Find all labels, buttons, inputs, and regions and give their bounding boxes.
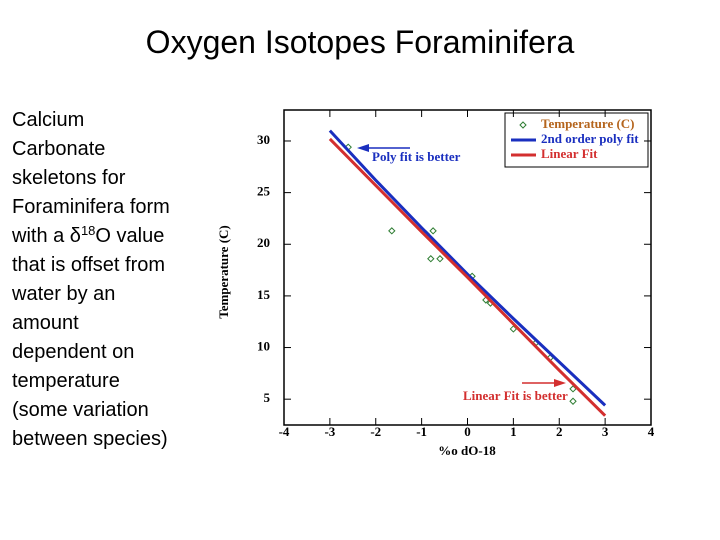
annotation: Linear Fit is better	[463, 388, 568, 403]
slide-title: Oxygen Isotopes Foraminifera	[145, 24, 575, 60]
slide-body: Calcium Carbonate skeletons for Foraminifer…	[12, 106, 212, 454]
x-tick-label: -4	[279, 424, 290, 439]
body-line: temperature	[12, 370, 120, 392]
legend-label: Temperature (C)	[541, 116, 635, 131]
x-tick-label: 2	[556, 424, 563, 439]
legend-label: 2nd order poly fit	[541, 131, 639, 146]
x-tick-label: 3	[602, 424, 609, 439]
x-tick-label: -2	[370, 424, 381, 439]
body-line: water by an	[12, 283, 116, 305]
body-line: Foraminifera form	[12, 196, 170, 218]
data-point	[429, 227, 437, 235]
y-tick-label: 20	[257, 235, 270, 250]
body-line: with a δ18O value	[12, 222, 212, 251]
y-tick-label: 30	[257, 132, 270, 147]
data-point	[388, 227, 396, 235]
x-tick-label: 0	[464, 424, 471, 439]
annotation-arrowhead	[357, 144, 369, 152]
data-point	[427, 255, 435, 263]
body-line: that is offset from	[12, 254, 166, 276]
x-tick-label: -1	[416, 424, 427, 439]
y-tick-label: 15	[257, 287, 271, 302]
x-tick-label: 1	[510, 424, 517, 439]
body-line: (some variation	[12, 399, 149, 421]
body-line: Carbonate	[12, 138, 106, 160]
body-text: with a δ	[12, 225, 81, 247]
fit-line	[328, 137, 607, 417]
y-tick-label: 5	[264, 390, 271, 405]
x-tick-label: -3	[324, 424, 335, 439]
annotation: Poly fit is better	[372, 149, 461, 164]
data-point	[569, 397, 577, 405]
body-line: between species)	[12, 428, 168, 450]
y-tick-label: 25	[257, 184, 271, 199]
data-point	[509, 325, 518, 333]
body-line: Calcium	[12, 109, 85, 131]
data-point	[436, 255, 444, 263]
annotation-arrowhead	[554, 379, 566, 387]
body-line: dependent on	[12, 341, 135, 363]
legend-swatch	[519, 121, 527, 129]
y-axis-label: Temperature (C)	[216, 225, 231, 319]
body-text: O value	[95, 225, 165, 247]
x-tick-label: 4	[648, 424, 655, 439]
body-line: amount	[12, 312, 79, 334]
body-line: skeletons for	[12, 167, 126, 189]
x-axis-label: %o dO-18	[438, 443, 496, 458]
y-tick-label: 10	[257, 339, 270, 354]
fit-line	[328, 129, 607, 407]
legend-label: Linear Fit	[541, 146, 598, 161]
superscript: 18	[80, 223, 96, 238]
